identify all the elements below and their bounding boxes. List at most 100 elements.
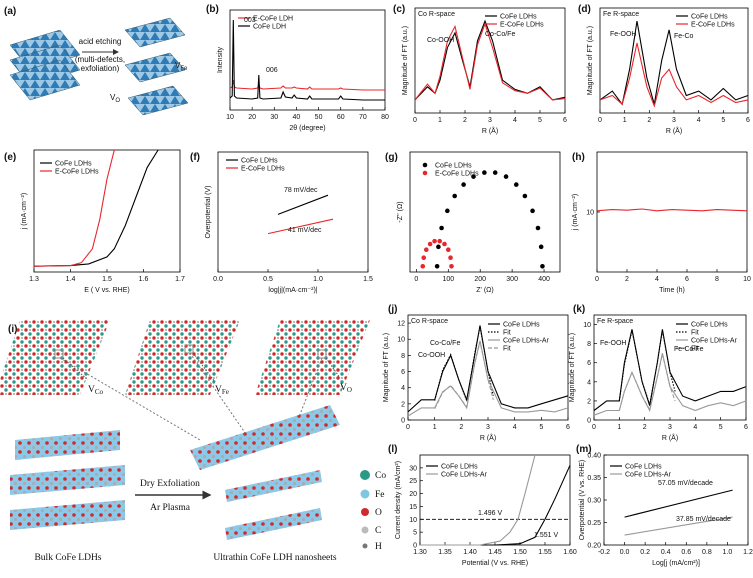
x-tick-label: 0.8 bbox=[702, 549, 712, 556]
series-line bbox=[599, 21, 749, 106]
x-tick-label: 6 bbox=[744, 424, 748, 431]
x-axis-label: R (Å) bbox=[662, 433, 678, 442]
x-tick-label: 400 bbox=[538, 276, 550, 283]
point bbox=[442, 241, 447, 247]
x-tick-label: 1 bbox=[433, 424, 437, 431]
diagram-a: (a) acid etching (multi-defects, exfolia… bbox=[4, 6, 189, 116]
x-tick-label: 4 bbox=[697, 117, 701, 124]
point bbox=[522, 193, 528, 199]
point bbox=[513, 182, 519, 187]
x-axis-label: log|j|(mA·cm⁻²)| bbox=[268, 287, 317, 294]
x-tick-label: 6 bbox=[563, 117, 567, 124]
y-axis-label: j (mA·cm⁻²) bbox=[21, 193, 28, 230]
annotation: 003 bbox=[244, 17, 256, 24]
x-axis-label: E ( V vs. RHE) bbox=[84, 287, 130, 294]
x-axis-label: Log[j (mA/cm²)] bbox=[652, 560, 700, 567]
legend-label: CoFe LDHs bbox=[625, 464, 662, 471]
y-axis-label: -Z'' (Ω) bbox=[397, 201, 404, 222]
y-tick-label: 0.20 bbox=[587, 543, 601, 550]
chart: (c) 0 1 2 3 4 5 6 R (Å) Magnitude of FT (a.u.) Co … bbox=[393, 4, 567, 135]
x-tick-label: 2 bbox=[459, 424, 463, 431]
sub: Fe bbox=[180, 66, 188, 72]
legend-label: CoFe LDHs bbox=[441, 464, 478, 471]
x-tick-label: 60 bbox=[337, 114, 345, 121]
x-tick-label: 300 bbox=[506, 276, 518, 283]
series-line bbox=[229, 19, 385, 101]
y-axis-label: Intensity bbox=[217, 46, 224, 73]
legend-label: CoFe LDHs-Ar bbox=[503, 338, 550, 345]
x-tick-label: 1.3 bbox=[29, 276, 39, 283]
legend-label: E-CoFe LDHs bbox=[241, 166, 285, 173]
x-axis-label: R (Å) bbox=[666, 126, 682, 135]
legend-label: CoFe LDHs bbox=[691, 14, 728, 21]
chart: (l) 1.30 1.35 1.40 1.45 1.50 1.55 1.60 0 5 10 15 20 2… bbox=[388, 444, 577, 567]
x-tick-label: 3 bbox=[488, 117, 492, 124]
process-text: exfoliation) bbox=[81, 64, 120, 73]
y-tick-label: 4 bbox=[401, 385, 405, 392]
series-line bbox=[33, 149, 159, 267]
v: V bbox=[340, 383, 347, 393]
point bbox=[448, 255, 453, 261]
v: V bbox=[175, 61, 181, 70]
annotation: Co-Co/Fe bbox=[430, 340, 460, 347]
panel-label: (k) bbox=[573, 304, 585, 315]
x-tick-label: 0.0 bbox=[213, 276, 223, 283]
x-tick-label: 1.6 bbox=[139, 276, 149, 283]
process-text: (multi-defects, bbox=[75, 55, 125, 64]
series-line bbox=[33, 149, 115, 267]
x-tick-label: 2 bbox=[463, 117, 467, 124]
y-tick-label: 30 bbox=[409, 465, 417, 472]
x-axis-label: Time (h) bbox=[659, 287, 685, 294]
process-text: Dry Exfoliation bbox=[140, 478, 200, 489]
annotation: 1.496 V bbox=[478, 510, 502, 517]
vacancy-label: VFe bbox=[215, 385, 229, 396]
x-tick-label: 6 bbox=[685, 276, 689, 283]
series-line bbox=[618, 353, 676, 411]
panel-label: (m) bbox=[576, 444, 592, 455]
x-tick-label: 1 bbox=[623, 117, 627, 124]
legend-label: Fit bbox=[503, 346, 511, 353]
x-tick-label: 0.0 bbox=[620, 549, 630, 556]
y-tick-label: 0 bbox=[401, 418, 405, 425]
annotation: 78 mV/dec bbox=[284, 187, 318, 194]
y-tick-label: 0.25 bbox=[587, 520, 601, 527]
x-tick-label: 70 bbox=[359, 114, 367, 121]
y-tick-label: 15 bbox=[409, 504, 417, 511]
y-tick-label: 10 bbox=[583, 322, 591, 329]
annotation: 006 bbox=[266, 67, 278, 74]
x-tick-label: 0 bbox=[414, 276, 418, 283]
x-tick-label: 0.5 bbox=[263, 276, 273, 283]
x-tick-label: 1.45 bbox=[488, 549, 502, 556]
annotation: Fe-Co/Fe bbox=[674, 346, 704, 353]
panel-label: (j) bbox=[388, 304, 397, 315]
point bbox=[482, 170, 487, 175]
legend-label: E-CoFe LDHs bbox=[691, 22, 735, 29]
x-tick-label: 5 bbox=[719, 424, 723, 431]
panel-label: (c) bbox=[393, 4, 405, 15]
point bbox=[492, 170, 498, 175]
caption: Ultrathin CoFe LDH nanosheets bbox=[213, 553, 337, 563]
y-tick-label: 12 bbox=[397, 321, 405, 328]
y-tick-label: 2 bbox=[587, 398, 591, 405]
x-tick-label: 4 bbox=[655, 276, 659, 283]
plot-frame bbox=[229, 9, 386, 111]
sub: O bbox=[115, 98, 120, 104]
vacancy-label: VO bbox=[340, 383, 352, 394]
chart: (e) 1.3 1.4 1.5 1.6 1.7 E ( V vs. RHE) j (mA·cm… bbox=[4, 149, 185, 294]
point bbox=[445, 247, 451, 253]
point bbox=[471, 174, 476, 179]
x-tick-label: 1.30 bbox=[413, 549, 427, 556]
point bbox=[445, 208, 450, 214]
x-tick-label: 0.4 bbox=[661, 549, 671, 556]
point bbox=[423, 247, 429, 253]
y-tick-label: 0.30 bbox=[587, 498, 601, 505]
point bbox=[427, 241, 433, 247]
element: C bbox=[375, 526, 381, 536]
x-tick-label: 1 bbox=[438, 117, 442, 124]
series-line bbox=[624, 516, 733, 536]
y-tick-label: 10 bbox=[409, 517, 417, 524]
plot-frame bbox=[596, 151, 748, 273]
x-tick-label: 1.55 bbox=[538, 549, 552, 556]
x-tick-label: 5 bbox=[538, 117, 542, 124]
